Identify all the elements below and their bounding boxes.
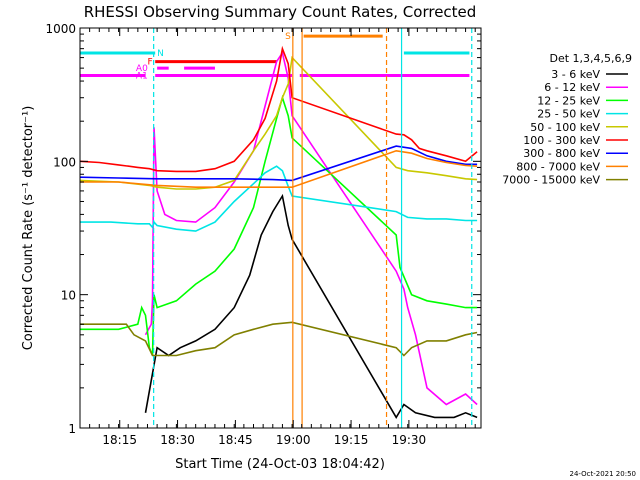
legend-label-3: 25 - 50 keV [537,108,600,121]
y-tick-label-3: 1000 [45,22,76,36]
legend-label-4: 50 - 100 keV [530,121,600,134]
legend-label-2: 12 - 25 keV [537,94,600,107]
legend-title: Det 1,3,4,5,6,9 [549,52,632,65]
y-tick-label-1: 10 [61,289,76,303]
y-axis-label: Corrected Count Rate (s⁻¹ detector⁻¹) [21,106,36,351]
flag-label-0: N [157,49,164,59]
x-tick-label-2: 18:45 [218,433,253,447]
y-axis-ticks: 1 10 100 1000 [45,22,481,436]
chart-title: RHESSI Observing Summary Count Rates, Co… [84,3,477,21]
date-stamp: 24-Oct-2021 20:50 [570,470,636,478]
flag-label-4: S [285,32,291,42]
flag-label-2: A0 [136,64,148,74]
x-tick-label-5: 19:30 [392,433,427,447]
series-line-5 [79,45,478,173]
legend-label-0: 3 - 6 keV [551,68,600,81]
flag-label-1: F [147,58,152,68]
flag-label-3: A1 [136,72,148,82]
series-line-1 [144,50,478,406]
series-layer [79,45,478,419]
series-line-2 [80,94,478,356]
x-axis-label: Start Time (24-Oct-03 18:04:42) [175,457,385,472]
series-line-3 [80,165,478,232]
series-line-7 [80,149,478,188]
y-tick-label-0: 1 [68,422,76,436]
legend-label-7: 800 - 7000 keV [516,160,600,173]
legend-label-5: 100 - 300 keV [523,134,600,147]
legend-label-6: 300 - 800 keV [523,147,600,160]
plot-frame [79,27,482,429]
series-line-4 [79,55,478,190]
x-tick-label-1: 18:30 [160,433,195,447]
x-axis-ticks: 18:15 18:30 18:45 19:00 19:15 19:30 [79,28,476,447]
series-line-8 [80,321,478,357]
series-line-6 [79,145,478,182]
x-tick-label-3: 19:00 [276,433,311,447]
legend-label-1: 6 - 12 keV [544,81,600,94]
legend-label-8: 7000 - 15000 keV [502,174,600,187]
vertical-markers [153,28,473,428]
x-tick-label-4: 19:15 [334,433,369,447]
y-tick-label-2: 100 [53,155,76,169]
x-tick-label-0: 18:15 [102,433,137,447]
series-line-0 [144,193,478,419]
